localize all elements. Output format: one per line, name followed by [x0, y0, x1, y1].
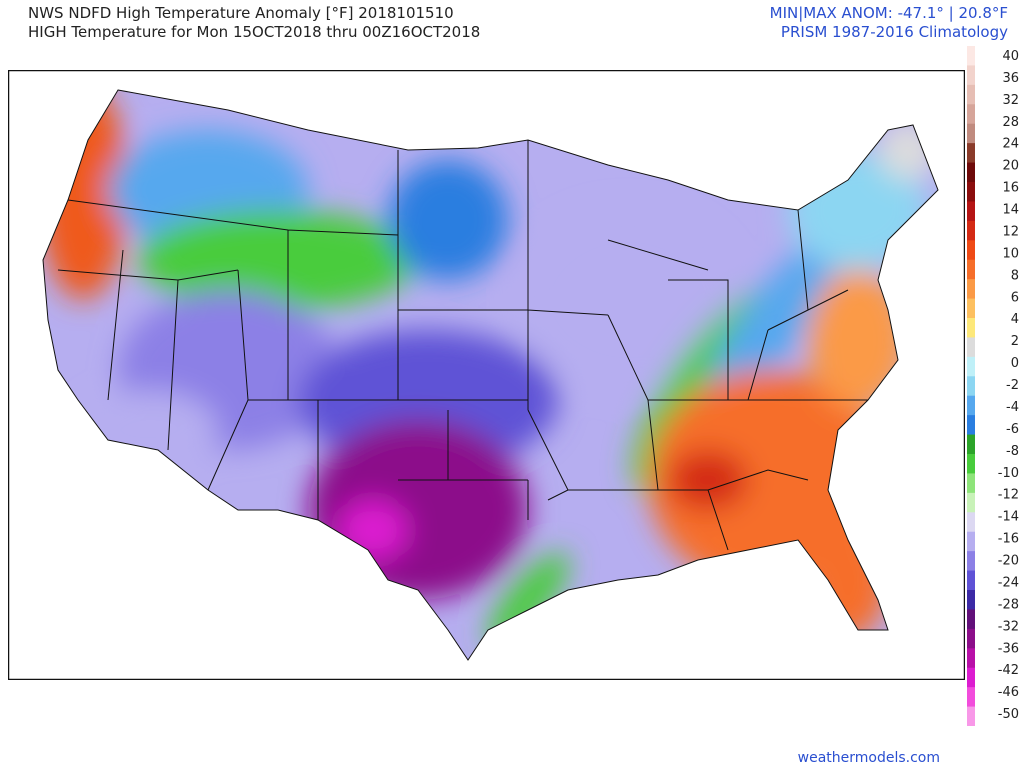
- legend-label: -36: [998, 641, 1019, 656]
- legend-label: -8: [1006, 444, 1019, 459]
- legend-label: -24: [998, 575, 1019, 590]
- legend-label: -28: [998, 597, 1019, 612]
- anomaly-summary: MIN|MAX ANOM: -47.1° | 20.8°F PRISM 1987…: [770, 4, 1008, 42]
- legend-swatch: [967, 318, 975, 338]
- legend-label: 2: [1011, 334, 1019, 349]
- min-max-anomaly: MIN|MAX ANOM: -47.1° | 20.8°F: [769, 4, 1008, 22]
- us-outline: [42, 89, 939, 661]
- legend-label: -6: [1006, 422, 1019, 437]
- legend-label: -20: [998, 554, 1019, 569]
- legend-swatch: [967, 706, 975, 726]
- legend-swatch: [967, 279, 975, 300]
- region-dakotas: [388, 160, 508, 280]
- title-line-1: NWS NDFD High Temperature Anomaly [°F] 2…: [28, 4, 454, 22]
- legend-swatch: [967, 512, 975, 533]
- legend-swatch: [967, 473, 975, 494]
- legend-label: -46: [998, 685, 1019, 700]
- legend-label: -14: [998, 510, 1019, 525]
- legend-swatch: [967, 298, 975, 319]
- region-mid-atlantic: [808, 270, 908, 410]
- legend-swatch: [967, 84, 975, 105]
- legend-swatch: [967, 667, 975, 688]
- title-line-2: HIGH Temperature for Mon 15OCT2018 thru …: [28, 23, 481, 41]
- legend-labels: 4036322824201614121086420-2-4-6-8-10-12-…: [998, 49, 1019, 722]
- legend-label: 40: [1002, 49, 1019, 64]
- legend-swatch: [967, 65, 975, 86]
- legend-label: 32: [1002, 93, 1019, 108]
- legend-swatch: [967, 609, 975, 630]
- legend-swatch: [967, 687, 975, 708]
- legend-label: -12: [998, 488, 1019, 503]
- temperature-anomaly-map: [8, 70, 965, 680]
- legend-label: -10: [998, 466, 1019, 481]
- color-legend: 4036322824201614121086420-2-4-6-8-10-12-…: [967, 46, 1019, 726]
- legend-label: 8: [1011, 268, 1019, 283]
- legend-label: 4: [1011, 312, 1019, 327]
- legend-swatch: [967, 259, 975, 280]
- legend-swatch: [967, 628, 975, 649]
- legend-swatch: [967, 648, 975, 669]
- legend-swatch: [967, 201, 975, 222]
- legend-label: 0: [1011, 356, 1019, 371]
- legend-swatch: [967, 454, 975, 474]
- map-frame: [8, 70, 965, 680]
- legend-label: 28: [1002, 115, 1019, 130]
- legend-label: 14: [1002, 203, 1019, 218]
- legend-swatch: [967, 590, 975, 610]
- legend-swatch: [967, 356, 975, 377]
- legend-swatch: [967, 434, 975, 455]
- legend-swatch: [967, 376, 975, 397]
- region-georgia-hot: [668, 450, 748, 510]
- legend-label: -32: [998, 619, 1019, 634]
- legend-swatch: [967, 220, 975, 241]
- state-borders: [42, 89, 939, 661]
- site-credit: weathermodels.com: [797, 750, 940, 766]
- legend-label: -2: [1006, 378, 1019, 393]
- legend-swatch: [967, 143, 975, 164]
- legend-swatch: [967, 531, 975, 552]
- map-title: NWS NDFD High Temperature Anomaly [°F] 2…: [28, 4, 480, 42]
- legend-swatch: [967, 182, 975, 202]
- climatology-source: PRISM 1987-2016 Climatology: [780, 23, 1008, 41]
- legend-label: -4: [1006, 400, 1019, 415]
- region-great-lakes: [518, 210, 738, 390]
- legend-swatch: [967, 570, 975, 591]
- legend-swatch: [967, 240, 975, 261]
- legend-label: -50: [998, 707, 1019, 722]
- legend-label: 10: [1002, 246, 1019, 261]
- legend-label: 12: [1002, 224, 1019, 239]
- legend-label: 6: [1011, 290, 1019, 305]
- legend-swatch: [967, 415, 975, 436]
- legend-label: -42: [998, 663, 1019, 678]
- legend-swatch: [967, 551, 975, 572]
- region-northern-rockies: [138, 210, 418, 310]
- legend-swatches: [967, 46, 975, 726]
- legend-label: 20: [1002, 159, 1019, 174]
- legend-swatch: [967, 492, 975, 513]
- legend-swatch: [967, 337, 975, 358]
- legend-swatch: [967, 46, 975, 66]
- legend-swatch: [967, 123, 975, 144]
- legend-label: 16: [1002, 181, 1019, 196]
- legend-label: -16: [998, 532, 1019, 547]
- legend-swatch: [967, 395, 975, 416]
- state-line-1: [57, 140, 868, 551]
- legend-swatch: [967, 104, 975, 125]
- legend-swatch: [967, 162, 975, 183]
- legend-label: 36: [1002, 71, 1019, 86]
- legend-label: 24: [1002, 137, 1019, 152]
